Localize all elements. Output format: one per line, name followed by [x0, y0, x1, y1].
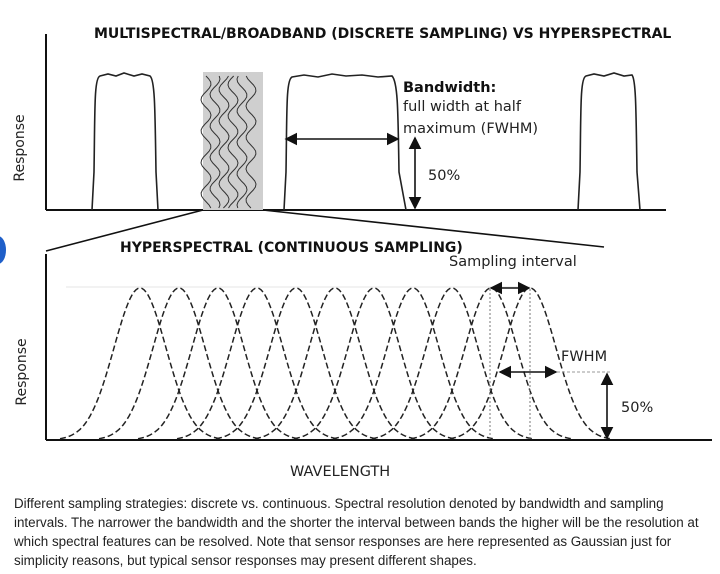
- gaussian-band-9: [371, 287, 533, 440]
- wavelength-axis-label: WAVELENGTH: [290, 464, 390, 480]
- sampling-interval-label: Sampling interval: [449, 254, 577, 270]
- bandwidth-title: Bandwidth:: [403, 80, 496, 96]
- zoom-line-right: [262, 209, 605, 248]
- gaussian-band-8: [332, 287, 494, 440]
- bottom-y-axis-label: Response: [14, 338, 30, 405]
- gaussian-band-11: [449, 287, 611, 440]
- bandwidth-line-1: full width at half: [403, 99, 522, 115]
- narrow-band-4: [227, 75, 239, 209]
- gaussian-band-7: [293, 287, 455, 440]
- top-y-axis-label: Response: [12, 114, 28, 181]
- narrow-band-3: [218, 75, 230, 209]
- fwhm-label: FWHM: [561, 349, 607, 365]
- gaussian-band-2: [98, 287, 260, 440]
- broad-band-3: [577, 72, 641, 211]
- bottom-half-label: 50%: [621, 400, 653, 416]
- bottom-panel-title: HYPERSPECTRAL (CONTINUOUS SAMPLING): [120, 240, 463, 256]
- gaussian-band-3: [137, 287, 299, 440]
- top-half-label: 50%: [428, 168, 460, 184]
- broad-band-1: [91, 72, 159, 211]
- narrow-band-2: [209, 75, 221, 209]
- narrow-band-5: [236, 75, 248, 209]
- bandwidth-line-2: maximum (FWHM): [403, 121, 538, 137]
- blue-marker: [0, 236, 6, 264]
- gaussian-band-10: [410, 287, 572, 440]
- gaussian-band-set: [59, 287, 611, 440]
- gaussian-band-5: [215, 287, 377, 440]
- gaussian-band-1: [59, 287, 221, 440]
- figure-caption: Different sampling strategies: discrete …: [14, 496, 699, 568]
- narrow-band-1: [200, 75, 212, 209]
- broad-band-2: [283, 73, 407, 211]
- narrow-band-cluster: [200, 75, 257, 209]
- gaussian-band-6: [254, 287, 416, 440]
- zoom-line-left: [45, 209, 204, 252]
- top-panel-title: MULTISPECTRAL/BROADBAND (DISCRETE SAMPLI…: [94, 26, 671, 42]
- gaussian-band-4: [176, 287, 338, 440]
- sampling-diagram: MULTISPECTRAL/BROADBAND (DISCRETE SAMPLI…: [12, 26, 712, 480]
- narrow-band-6: [245, 75, 257, 209]
